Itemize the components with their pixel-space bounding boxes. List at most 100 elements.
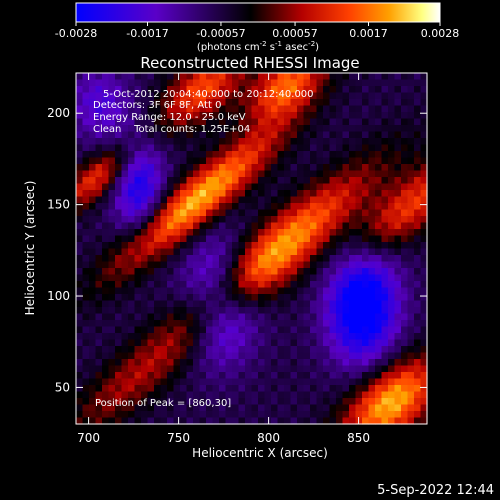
heatmap-cell xyxy=(102,235,110,243)
heatmap-cell xyxy=(89,346,97,354)
heatmap-cell xyxy=(206,105,214,113)
heatmap-cell xyxy=(232,294,240,302)
heatmap-cell xyxy=(141,235,149,243)
heatmap-cell xyxy=(368,281,376,289)
heatmap-cell xyxy=(199,313,207,321)
heatmap-cell xyxy=(264,320,272,328)
heatmap-cell xyxy=(141,216,149,224)
heatmap-cell xyxy=(160,151,168,159)
heatmap-cell xyxy=(180,242,188,250)
heatmap-cell xyxy=(381,86,389,94)
heatmap-cell xyxy=(394,222,402,230)
heatmap-cell xyxy=(388,229,396,237)
heatmap-cell xyxy=(225,196,233,204)
heatmap-cell xyxy=(141,333,149,341)
heatmap-cell xyxy=(102,229,110,237)
heatmap-cell xyxy=(76,287,84,295)
heatmap-cell xyxy=(277,86,285,94)
heatmap-cell xyxy=(89,307,97,315)
heatmap-cell xyxy=(336,86,344,94)
heatmap-cell xyxy=(251,144,259,152)
heatmap-cell xyxy=(329,216,337,224)
heatmap-cell xyxy=(258,411,266,419)
heatmap-cell xyxy=(134,125,142,133)
heatmap-cell xyxy=(121,222,129,230)
heatmap-cell xyxy=(414,138,422,146)
heatmap-cell xyxy=(206,99,214,107)
heatmap-cell xyxy=(323,281,331,289)
heatmap-cell xyxy=(329,190,337,198)
heatmap-cell xyxy=(414,157,422,165)
heatmap-cell xyxy=(368,125,376,133)
heatmap-cell xyxy=(375,255,383,263)
heatmap-cell xyxy=(388,385,396,393)
heatmap-cell xyxy=(82,313,90,321)
heatmap-cell xyxy=(264,339,272,347)
heatmap-cell xyxy=(238,196,246,204)
heatmap-cell xyxy=(95,385,103,393)
heatmap-cell xyxy=(290,73,298,81)
heatmap-cell xyxy=(336,287,344,295)
heatmap-cell xyxy=(102,164,110,172)
heatmap-cell xyxy=(323,105,331,113)
heatmap-cell xyxy=(160,333,168,341)
heatmap-cell xyxy=(212,359,220,367)
heatmap-cell xyxy=(303,190,311,198)
heatmap-cell xyxy=(199,294,207,302)
heatmap-cell xyxy=(212,320,220,328)
heatmap-cell xyxy=(303,248,311,256)
heatmap-cell xyxy=(362,203,370,211)
heatmap-cell xyxy=(238,216,246,224)
heatmap-cell xyxy=(368,203,376,211)
heatmap-cell xyxy=(186,352,194,360)
heatmap-cell xyxy=(258,164,266,172)
heatmap-cell xyxy=(355,326,363,334)
heatmap-cell xyxy=(323,404,331,412)
heatmap-cell xyxy=(401,112,409,120)
heatmap-cell xyxy=(180,346,188,354)
heatmap-cell xyxy=(232,255,240,263)
heatmap-cell xyxy=(329,261,337,269)
heatmap-cell xyxy=(407,196,415,204)
heatmap-cell xyxy=(407,352,415,360)
heatmap-cell xyxy=(134,339,142,347)
heatmap-cell xyxy=(323,190,331,198)
heatmap-cell xyxy=(95,352,103,360)
heatmap-cell xyxy=(147,307,155,315)
heatmap-cell xyxy=(394,417,402,425)
heatmap-cell xyxy=(420,365,428,373)
heatmap-cell xyxy=(407,346,415,354)
heatmap-cell xyxy=(102,398,110,406)
heatmap-cell xyxy=(258,365,266,373)
heatmap-cell xyxy=(297,157,305,165)
heatmap-cell xyxy=(121,183,129,191)
heatmap-cell xyxy=(206,118,214,126)
heatmap-cell xyxy=(375,242,383,250)
heatmap-cell xyxy=(160,86,168,94)
heatmap-cell xyxy=(355,313,363,321)
heatmap-cell xyxy=(362,144,370,152)
heatmap-cell xyxy=(277,307,285,315)
heatmap-cell xyxy=(141,320,149,328)
heatmap-cell xyxy=(245,326,253,334)
heatmap-cell xyxy=(316,417,324,425)
heatmap-cell xyxy=(420,333,428,341)
heatmap-cell xyxy=(303,105,311,113)
heatmap-cell xyxy=(277,79,285,87)
heatmap-cell xyxy=(420,385,428,393)
heatmap-cell xyxy=(82,248,90,256)
heatmap-cell xyxy=(310,190,318,198)
heatmap-cell xyxy=(290,190,298,198)
heatmap-cell xyxy=(212,255,220,263)
heatmap-cell xyxy=(355,151,363,159)
heatmap-cell xyxy=(329,235,337,243)
heatmap-cell xyxy=(323,287,331,295)
heatmap-cell xyxy=(206,248,214,256)
heatmap-cell xyxy=(160,313,168,321)
heatmap-cell xyxy=(219,255,227,263)
heatmap-cell xyxy=(160,365,168,373)
heatmap-cell xyxy=(336,359,344,367)
heatmap-cell xyxy=(95,268,103,276)
heatmap-cell xyxy=(238,79,246,87)
heatmap-cell xyxy=(297,287,305,295)
